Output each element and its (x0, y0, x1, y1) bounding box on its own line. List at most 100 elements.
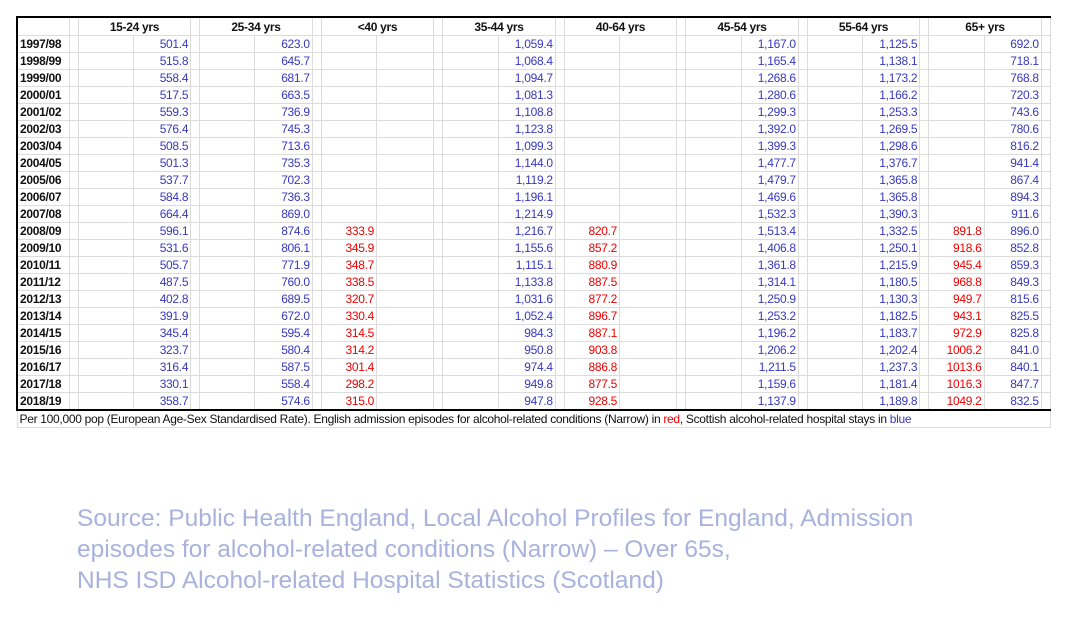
spacer-cell (919, 358, 930, 376)
scottish-value-cell: 1,059.4 (497, 35, 556, 53)
empty-cell (806, 137, 864, 155)
scottish-value-cell: 323.7 (132, 341, 192, 359)
spacer-cell (676, 171, 687, 189)
empty-cell (77, 256, 134, 274)
empty-cell (685, 392, 742, 411)
scottish-value-cell: 1,125.5 (861, 35, 921, 53)
year-label: 2008/09 (15, 222, 70, 240)
spacer-cell (190, 256, 201, 274)
scottish-value-cell: 1,181.4 (861, 375, 921, 393)
spacer-cell (1040, 137, 1052, 155)
empty-cell (618, 120, 678, 138)
empty-cell (375, 137, 435, 155)
scottish-value-cell: 1,361.8 (740, 256, 799, 274)
empty-cell (618, 188, 678, 206)
year-label: 2010/11 (15, 256, 70, 274)
empty-cell (618, 222, 678, 240)
empty-cell (806, 52, 864, 70)
spacer-cell (68, 171, 79, 189)
english-value-cell: 877.5 (563, 375, 621, 393)
year-label: 2014/15 (15, 324, 70, 342)
empty-cell (199, 324, 256, 342)
scottish-value-cell: 1,144.0 (497, 154, 556, 172)
year-label: 1999/00 (15, 69, 70, 87)
spacer-cell (68, 86, 79, 104)
empty-cell (685, 307, 742, 325)
column-header: 35-44 yrs (442, 16, 556, 36)
spacer-cell (676, 392, 687, 411)
empty-cell (806, 205, 864, 223)
english-value-cell: 1006.2 (928, 341, 985, 359)
spacer-cell (433, 35, 444, 53)
scottish-value-cell: 1,406.8 (740, 239, 799, 257)
empty-cell (618, 290, 678, 308)
english-value-cell: 1049.2 (928, 392, 985, 411)
year-label: 2018/19 (15, 392, 70, 411)
spacer-cell (190, 392, 201, 411)
spacer-cell (68, 205, 79, 223)
scottish-value-cell: 692.0 (983, 35, 1042, 53)
english-value-cell: 928.5 (563, 392, 621, 411)
scottish-value-cell: 941.4 (983, 154, 1042, 172)
spacer-cell (190, 273, 201, 291)
english-value-cell (563, 171, 621, 189)
scottish-value-cell: 345.4 (132, 324, 192, 342)
scottish-value-cell: 1,250.1 (861, 239, 921, 257)
spacer-cell (797, 52, 808, 70)
spacer-cell (311, 188, 322, 206)
english-value-cell (563, 154, 621, 172)
spacer-cell (433, 324, 444, 342)
spacer-cell (190, 171, 201, 189)
empty-cell (199, 188, 256, 206)
empty-cell (618, 239, 678, 257)
table-row: 2017/18 330.1 558.4 298.2 949.8 877.5 1,159.6 1… (15, 375, 1052, 393)
scottish-value-cell: 330.1 (132, 375, 192, 393)
empty-cell (806, 256, 864, 274)
scottish-value-cell: 681.7 (254, 69, 313, 87)
spacer-cell (919, 171, 930, 189)
english-value-cell: 314.2 (320, 341, 377, 359)
spacer-cell (1040, 69, 1052, 87)
spacer-cell (68, 16, 79, 36)
empty-cell (375, 171, 435, 189)
scottish-value-cell: 1,250.9 (740, 290, 799, 308)
spacer-cell (68, 52, 79, 70)
spacer-cell (554, 290, 565, 308)
english-value-cell (563, 52, 621, 70)
scottish-value-cell: 974.4 (497, 358, 556, 376)
spacer-cell (68, 239, 79, 257)
scottish-value-cell: 1,196.2 (740, 324, 799, 342)
year-label: 2015/16 (15, 341, 70, 359)
spacer-cell (1040, 392, 1052, 411)
scottish-value-cell: 1,081.3 (497, 86, 556, 104)
scottish-value-cell: 1,298.6 (861, 137, 921, 155)
empty-cell (618, 35, 678, 53)
english-value-cell (320, 205, 377, 223)
spacer-cell (919, 35, 930, 53)
scottish-value-cell: 825.8 (983, 324, 1042, 342)
empty-cell (375, 222, 435, 240)
spacer-cell (1040, 290, 1052, 308)
english-value-cell (563, 137, 621, 155)
spacer-cell (433, 171, 444, 189)
empty-cell (442, 324, 499, 342)
empty-cell (375, 120, 435, 138)
scottish-value-cell: 816.2 (983, 137, 1042, 155)
spacer-cell (311, 137, 322, 155)
spacer-cell (311, 154, 322, 172)
spacer-cell (919, 205, 930, 223)
spacer-cell (797, 137, 808, 155)
spacer-cell (190, 341, 201, 359)
english-value-cell (320, 171, 377, 189)
scottish-value-cell: 501.3 (132, 154, 192, 172)
english-value-cell (320, 154, 377, 172)
empty-cell (375, 52, 435, 70)
empty-cell (685, 341, 742, 359)
scottish-value-cell: 663.5 (254, 86, 313, 104)
scottish-value-cell: 1,215.9 (861, 256, 921, 274)
spacer-cell (1040, 222, 1052, 240)
spacer-cell (68, 35, 79, 53)
empty-cell (375, 205, 435, 223)
empty-cell (618, 392, 678, 411)
empty-cell (77, 324, 134, 342)
